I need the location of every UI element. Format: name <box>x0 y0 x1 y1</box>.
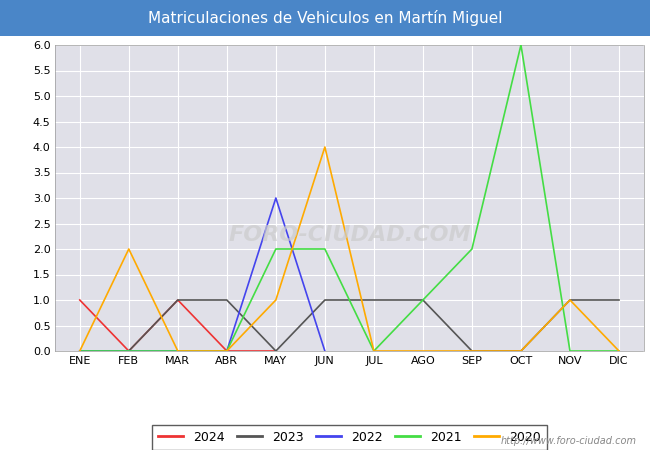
Text: http://www.foro-ciudad.com: http://www.foro-ciudad.com <box>501 436 637 446</box>
Text: Matriculaciones de Vehiculos en Martín Miguel: Matriculaciones de Vehiculos en Martín M… <box>148 10 502 26</box>
Text: FORO-CIUDAD.COM: FORO-CIUDAD.COM <box>228 225 471 245</box>
Legend: 2024, 2023, 2022, 2021, 2020: 2024, 2023, 2022, 2021, 2020 <box>151 424 547 450</box>
